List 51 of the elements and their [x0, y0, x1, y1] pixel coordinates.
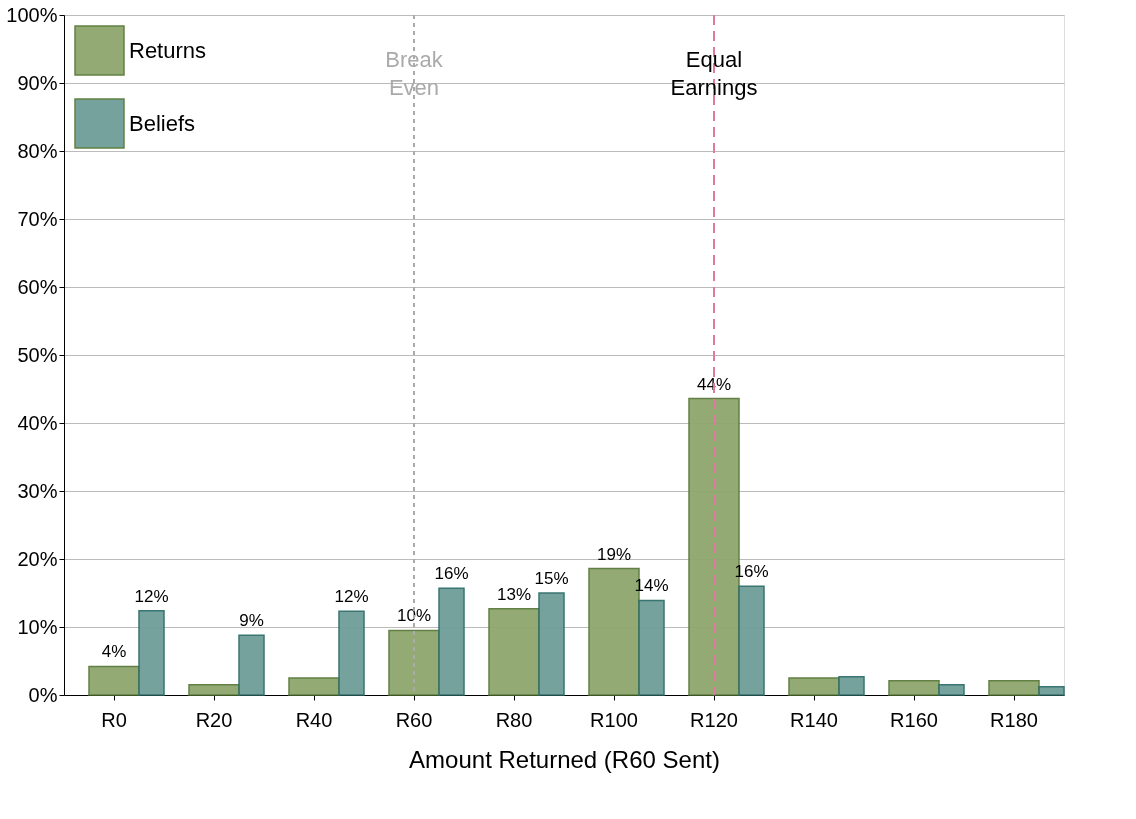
ref-line-label: Equal Earnings [670, 47, 758, 100]
legend-label: Beliefs [129, 110, 196, 136]
bar [888, 679, 940, 696]
bar [788, 677, 840, 696]
bar [738, 585, 765, 696]
x-tick-label: R40 [295, 708, 333, 731]
x-axis-title: Amount Returned (R60 Sent) [409, 745, 720, 773]
bar [538, 592, 565, 696]
bar [488, 607, 540, 696]
bar [188, 684, 240, 696]
bar [288, 677, 340, 696]
bar [838, 675, 865, 696]
y-tick-label: 20% [17, 547, 58, 570]
y-tick-label: 10% [17, 615, 58, 638]
y-tick-label: 60% [17, 275, 58, 298]
y-tick-label: 40% [17, 411, 58, 434]
data-label: 15% [534, 569, 569, 588]
x-tick-label: R140 [790, 708, 838, 731]
y-tick-label: 50% [17, 343, 58, 366]
x-tick-label: R120 [690, 708, 738, 731]
y-tick-label: 70% [17, 207, 58, 230]
bar [988, 679, 1040, 696]
bar [938, 684, 965, 696]
bar [238, 634, 265, 696]
data-label: 4% [101, 642, 127, 662]
x-tick-label: R0 [101, 708, 127, 731]
data-label: 12% [134, 586, 169, 606]
y-tick-label: 80% [17, 139, 58, 162]
bar [138, 609, 165, 696]
x-tick-label: R180 [990, 708, 1038, 731]
y-tick-label: 30% [17, 479, 58, 502]
bar [438, 587, 465, 696]
x-tick-label: R100 [590, 708, 638, 731]
x-tick-label: R20 [195, 708, 233, 731]
data-label: 12% [334, 587, 369, 607]
bar [1038, 686, 1065, 696]
bar [388, 629, 440, 696]
bar [338, 610, 365, 696]
x-tick-label: R60 [395, 708, 433, 731]
data-label: 16% [434, 564, 469, 584]
legend-label: Returns [129, 37, 207, 63]
y-tick-label: 100% [6, 3, 58, 26]
bar [638, 599, 665, 696]
x-tick-label: R160 [890, 708, 938, 731]
y-tick-label: 90% [17, 71, 58, 94]
data-label: 13% [496, 584, 532, 604]
bar [88, 665, 140, 696]
y-tick-label: 0% [28, 683, 58, 706]
x-tick-label: R80 [495, 708, 533, 731]
data-label: 9% [239, 611, 264, 631]
data-label: 19% [596, 544, 632, 564]
